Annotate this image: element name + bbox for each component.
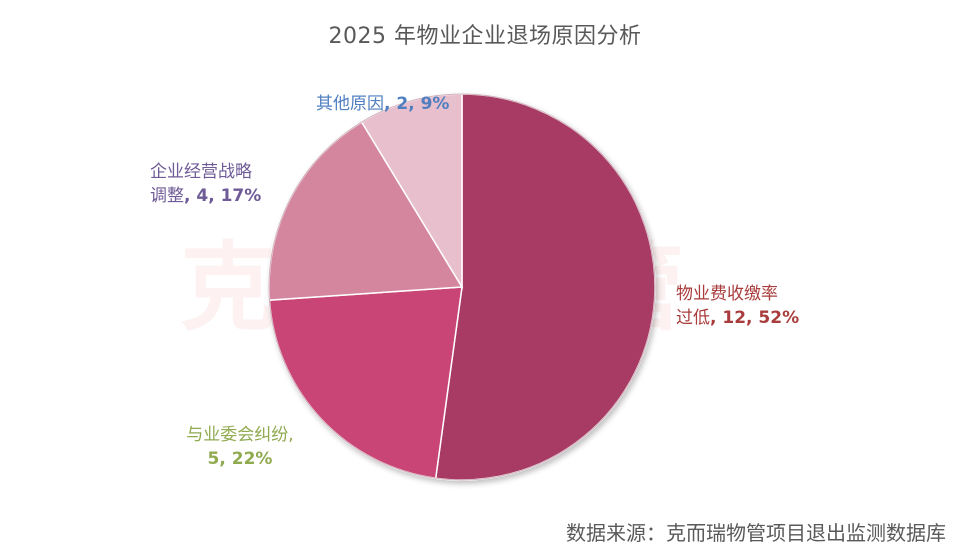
- slice-label-text: 过低: [676, 308, 710, 328]
- slice-value-text: 5, 22%: [207, 449, 273, 469]
- slice-label-line1: 物业费收缴率: [676, 284, 778, 304]
- chart-title: 2025 年物业企业退场原因分析: [328, 24, 642, 49]
- slice-label-line1: 其他原因, 2, 9%: [316, 92, 449, 116]
- slice-label-other: 其他原因, 2, 9%: [316, 92, 449, 116]
- pie-slice-owners-committee: [268, 286, 463, 480]
- slice-label-line2: 过低, 12, 52%: [676, 306, 799, 330]
- slice-label-line2: 调整, 4, 17%: [150, 184, 261, 208]
- data-source-note: 数据来源：克而瑞物管项目退出监测数据库: [566, 521, 946, 545]
- pie-slice-strategy: [268, 121, 464, 301]
- slice-label-line1: 企业经营战略: [150, 162, 252, 182]
- pie-outline: [268, 93, 656, 481]
- slice-value-text: , 2, 9%: [384, 94, 450, 114]
- slice-value-text: , 4, 17%: [184, 186, 262, 206]
- slice-label-line1: 与业委会纠纷,: [186, 425, 294, 445]
- pie-slice-other: [360, 93, 463, 290]
- slice-label-owners-committee: 与业委会纠纷, 5, 22%: [180, 423, 300, 471]
- slice-label-text: 调整: [150, 186, 184, 206]
- slice-label-fee-collection: 物业费收缴率 过低, 12, 52%: [676, 282, 799, 330]
- slice-label-text: 其他原因: [316, 94, 384, 114]
- slice-value-text: , 12, 52%: [710, 308, 800, 328]
- slice-label-line2: 5, 22%: [180, 447, 300, 471]
- pie-slice-fee-collection: [434, 93, 656, 481]
- slice-label-strategy: 企业经营战略 调整, 4, 17%: [150, 160, 261, 208]
- pie-slices-group: [268, 93, 656, 481]
